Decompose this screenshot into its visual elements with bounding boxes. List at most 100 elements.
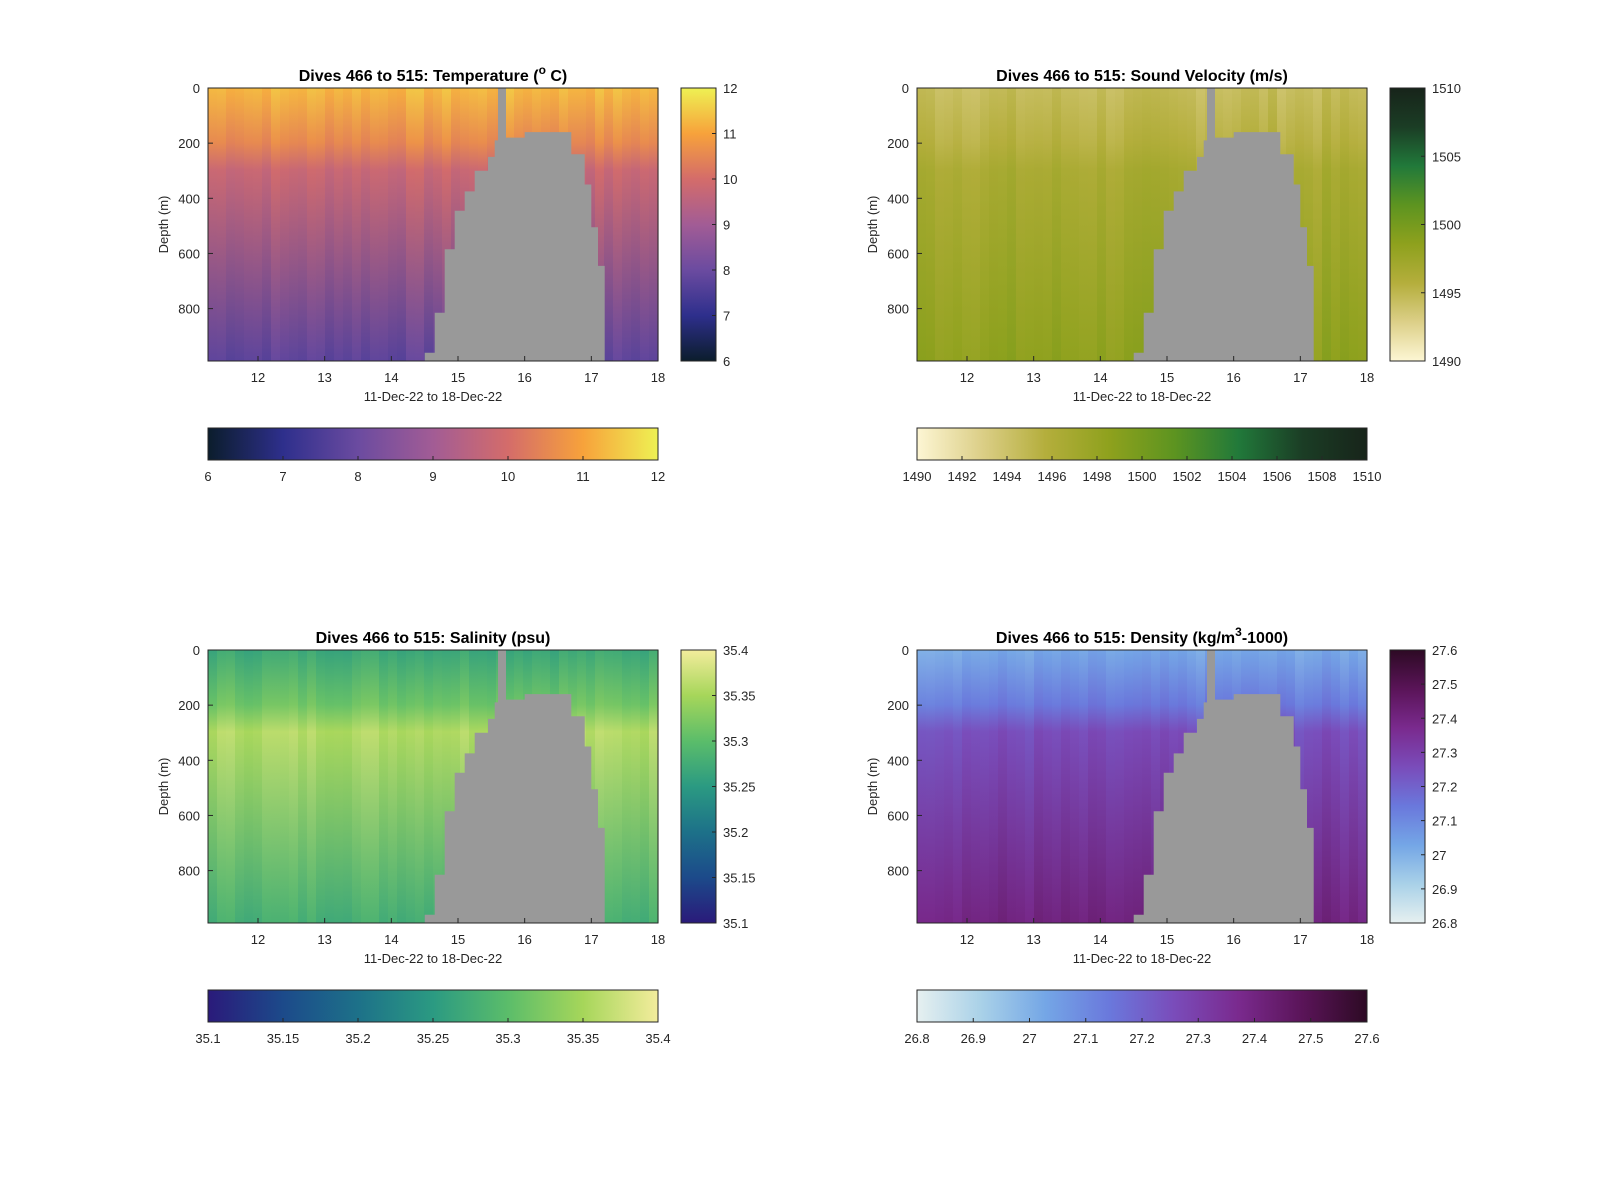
y-tick-label: 800 — [887, 302, 909, 317]
chart-title: Dives 466 to 515: Density (kg/m3-1000) — [996, 625, 1288, 647]
colorbar-tick-label: 27.3 — [1432, 745, 1457, 760]
heatmap-column — [971, 650, 981, 923]
colorbar-h-tick-label: 1496 — [1038, 469, 1067, 484]
heatmap-column — [1034, 88, 1044, 361]
x-tick-label: 16 — [1226, 932, 1240, 947]
heatmap-column — [397, 650, 407, 923]
colorbar-h-tick-label: 27.6 — [1354, 1031, 1379, 1046]
heatmap-column — [1313, 88, 1323, 361]
heatmap-column — [307, 88, 317, 361]
colorbar-vertical — [1389, 87, 1426, 362]
heatmap-column — [1340, 88, 1350, 361]
heatmap-column — [298, 650, 308, 923]
heatmap-column — [953, 650, 963, 923]
y-tick-label: 400 — [178, 191, 200, 206]
colorbar-tick-label: 27.6 — [1432, 643, 1457, 658]
heatmap-column — [989, 650, 999, 923]
y-tick-label: 200 — [887, 136, 909, 151]
heatmap-column — [316, 650, 326, 923]
heatmap-column — [424, 88, 434, 361]
heatmap-column — [361, 650, 371, 923]
panel-2: 12 13 14 15 16 17 18 0 200 400 600 800 11-Dec-22 to … — [865, 68, 1461, 484]
colorbar-h-tick-label: 35.4 — [645, 1031, 670, 1046]
y-tick-label: 0 — [193, 643, 200, 658]
heatmap-column — [280, 650, 290, 923]
colorbar-h-tick-label: 1508 — [1308, 469, 1337, 484]
heatmap-column — [1322, 88, 1332, 361]
heatmap-column — [370, 88, 380, 361]
y-tick-label: 400 — [887, 753, 909, 768]
heatmap-column — [613, 88, 623, 361]
colorbar-h-tick-label: 35.15 — [267, 1031, 300, 1046]
axes-box — [207, 87, 659, 362]
heatmap-column — [1016, 88, 1026, 361]
colorbar-h-tick-label: 7 — [279, 469, 286, 484]
colorbar-horizontal — [916, 427, 1368, 461]
heatmap-column — [631, 650, 641, 923]
colorbar-tick-label: 6 — [723, 354, 730, 369]
colorbar-tick-label: 1495 — [1432, 286, 1461, 301]
x-axis-label: 11-Dec-22 to 18-Dec-22 — [364, 389, 503, 404]
heatmap-column — [926, 650, 936, 923]
panel-4: 12 13 14 15 16 17 18 0 200 400 600 800 11-Dec-22 to … — [865, 625, 1457, 1046]
colorbar-h-tick-label: 26.8 — [904, 1031, 929, 1046]
colorbar-tick-label: 27.5 — [1432, 677, 1457, 692]
x-axis-label: 11-Dec-22 to 18-Dec-22 — [364, 951, 503, 966]
heatmap-column — [613, 650, 623, 923]
heatmap-column — [415, 88, 425, 361]
heatmap-column — [1016, 650, 1026, 923]
heatmap-column — [640, 88, 650, 361]
heatmap-column — [334, 88, 344, 361]
colorbar-vertical — [680, 87, 717, 362]
heatmap-column — [998, 88, 1008, 361]
heatmap-column — [379, 88, 389, 361]
colorbar-h-tick-label: 6 — [204, 469, 211, 484]
y-tick-label: 600 — [178, 808, 200, 823]
colorbar-h-tick-label: 9 — [429, 469, 436, 484]
colorbar-tick-label: 27.1 — [1432, 814, 1457, 829]
heatmap-column — [253, 88, 263, 361]
heatmap-column — [1142, 88, 1152, 361]
panel-3: 12 13 14 15 16 17 18 0 200 400 600 800 11-Dec-22 to … — [156, 630, 756, 1046]
heatmap-column — [262, 88, 272, 361]
heatmap-column — [1106, 88, 1116, 361]
colorbar-h-tick-label: 11 — [576, 469, 590, 484]
colorbar-h-tick-label: 1510 — [1353, 469, 1382, 484]
y-tick-label: 600 — [887, 808, 909, 823]
heatmap-column — [604, 88, 614, 361]
heatmap-column — [1349, 650, 1359, 923]
heatmap-column — [235, 650, 245, 923]
x-tick-label: 18 — [1360, 370, 1374, 385]
heatmap-column — [325, 650, 335, 923]
colorbar-tick-label: 27.2 — [1432, 780, 1457, 795]
x-tick-label: 18 — [651, 932, 665, 947]
heatmap-column — [253, 650, 263, 923]
x-tick-label: 12 — [251, 932, 265, 947]
heatmap-column — [1052, 88, 1062, 361]
colorbar-h-tick-label: 1506 — [1263, 469, 1292, 484]
y-tick-label: 400 — [887, 191, 909, 206]
heatmap-column — [1088, 650, 1098, 923]
colorbar-tick-label: 7 — [723, 309, 730, 324]
colorbar-h-tick-label: 1494 — [993, 469, 1022, 484]
y-tick-label: 200 — [178, 136, 200, 151]
y-tick-label: 200 — [178, 698, 200, 713]
y-tick-label: 0 — [902, 643, 909, 658]
colorbar-tick-label: 27.4 — [1432, 711, 1457, 726]
x-tick-label: 14 — [1093, 932, 1107, 947]
heatmap-column — [244, 88, 254, 361]
colorbar-tick-label: 27 — [1432, 848, 1446, 863]
heatmap-column — [989, 88, 999, 361]
colorbar-tick-label: 35.35 — [723, 689, 756, 704]
colorbar-horizontal — [207, 989, 659, 1023]
heatmap-column — [1358, 650, 1368, 923]
colorbar-h-tick-label: 1504 — [1218, 469, 1247, 484]
heatmap-column — [289, 650, 299, 923]
colorbar-tick-label: 12 — [723, 81, 737, 96]
x-tick-label: 12 — [960, 932, 974, 947]
colorbar-tick-label: 35.2 — [723, 825, 748, 840]
x-tick-label: 14 — [384, 370, 398, 385]
chart-title: Dives 466 to 515: Salinity (psu) — [316, 630, 551, 647]
x-tick-label: 15 — [451, 370, 465, 385]
heatmap-column — [917, 650, 927, 923]
